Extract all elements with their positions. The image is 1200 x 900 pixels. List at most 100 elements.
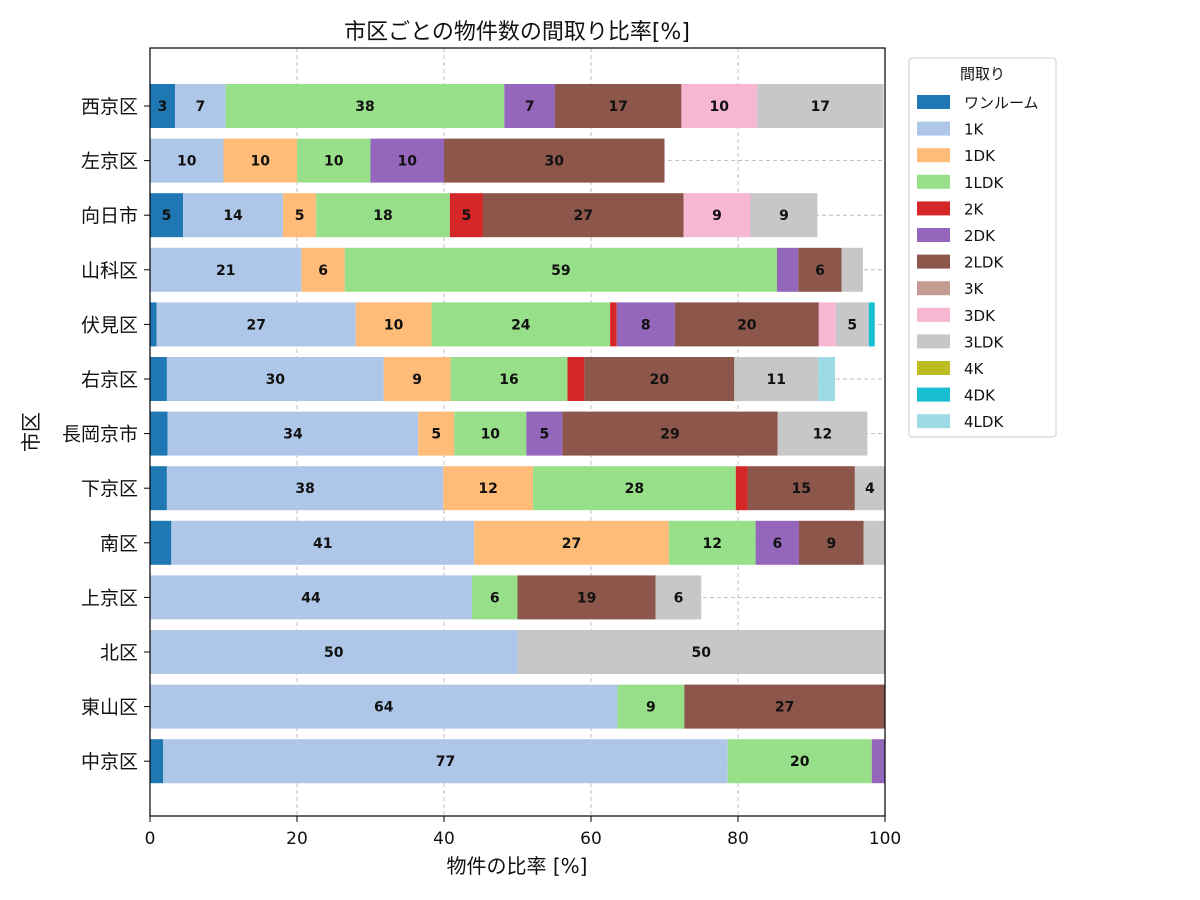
- bar-value-label: 50: [324, 645, 344, 661]
- bar-value-label: 10: [710, 99, 730, 115]
- bar-segment: [150, 630, 518, 674]
- legend-swatch: [917, 387, 950, 402]
- legend-swatch: [917, 361, 950, 375]
- bar-segment: [444, 138, 665, 183]
- bar-value-label: 38: [295, 481, 314, 497]
- legend-label: 1LDK: [964, 174, 1004, 192]
- legend-label: ワンルーム: [964, 94, 1039, 112]
- legend-swatch: [917, 281, 950, 296]
- x-tick-label: 80: [727, 829, 749, 849]
- bar-segment: [183, 193, 284, 238]
- category-label: 向日市: [81, 205, 138, 227]
- bar-value-label: 10: [324, 154, 344, 170]
- x-tick-label: 0: [145, 829, 156, 849]
- legend-swatch: [917, 201, 950, 216]
- bar-value-label: 21: [216, 263, 235, 279]
- bar-value-label: 12: [478, 481, 497, 497]
- bar-segment: [668, 520, 756, 565]
- bar-segment: [344, 247, 777, 292]
- category-label: 左京区: [81, 151, 138, 173]
- bar-segment: [150, 411, 168, 456]
- legend-swatch: [917, 228, 950, 242]
- bar-segment: [617, 684, 685, 729]
- category-label: 伏見区: [81, 314, 138, 336]
- x-axis: 0 20 40 60 80 100: [145, 816, 901, 849]
- bar-value-label: 27: [562, 536, 581, 552]
- category-label: 上京区: [81, 587, 138, 609]
- bar-segment: [150, 138, 224, 183]
- bar-segment: [454, 411, 527, 456]
- bar-segment: [735, 466, 748, 511]
- bar-value-label: 11: [766, 372, 785, 388]
- bar-value-label: 7: [525, 99, 535, 115]
- legend-label: 1DK: [964, 147, 996, 165]
- bar-value-label: 12: [813, 427, 832, 443]
- bar-segment: [835, 302, 869, 347]
- bar-segment: [355, 302, 432, 347]
- bar-segment: [799, 520, 864, 565]
- bar-value-label: 17: [608, 99, 627, 115]
- bar-value-label: 3: [158, 99, 168, 115]
- bar-value-label: 28: [625, 481, 644, 497]
- legend-label: 3LDK: [964, 333, 1004, 351]
- bar-segment: [562, 411, 778, 456]
- bar-value-label: 17: [811, 99, 830, 115]
- bar-segment: [150, 575, 472, 620]
- bar-value-label: 27: [246, 317, 265, 333]
- bar-segment: [150, 84, 175, 128]
- bar-segment: [818, 302, 836, 347]
- bar-value-label: 5: [431, 427, 441, 443]
- legend-swatch: [917, 307, 950, 322]
- x-tick-label: 20: [286, 829, 308, 849]
- bar-segment: [567, 357, 585, 401]
- legend-box: [908, 57, 1057, 438]
- category-label: 山科区: [81, 260, 138, 282]
- bar-segment: [532, 466, 736, 511]
- category-label: 北区: [100, 642, 138, 664]
- bar-segment: [370, 138, 444, 183]
- bar-value-label: 9: [712, 208, 722, 224]
- bar-segment: [163, 739, 728, 784]
- legend-swatch: [917, 95, 950, 109]
- bar-value-label: 14: [223, 208, 243, 224]
- legend-swatch: [917, 148, 950, 163]
- bar-segment: [225, 84, 505, 128]
- bar-value-label: 59: [551, 263, 570, 279]
- bar-value-label: 10: [398, 154, 418, 170]
- bar-value-label: 10: [384, 317, 404, 333]
- legend-label: 2LDK: [964, 254, 1004, 272]
- chart-title: 市区ごとの物件数の間取り比率[%]: [344, 20, 690, 45]
- bar-value-label: 38: [355, 99, 374, 115]
- bar-value-label: 9: [779, 208, 789, 224]
- legend-title: 間取り: [960, 65, 1005, 83]
- bar-segment: [166, 357, 384, 401]
- bar-segment: [841, 247, 863, 292]
- bar-value-label: 5: [539, 427, 549, 443]
- bar-value-label: 16: [499, 372, 518, 388]
- bar-value-label: 9: [826, 536, 836, 552]
- legend-label: 4DK: [964, 387, 996, 405]
- category-label: 東山区: [81, 697, 138, 719]
- bar-value-label: 77: [436, 754, 455, 770]
- plot-frame: [149, 47, 886, 817]
- bar-value-label: 20: [737, 317, 757, 333]
- bar-value-label: 41: [313, 536, 332, 552]
- bar-segment: [166, 466, 444, 511]
- bar-segment: [150, 247, 302, 292]
- bar-value-label: 5: [847, 317, 857, 333]
- bar-value-label: 18: [373, 208, 392, 224]
- legend-swatch: [917, 254, 950, 269]
- bar-segment: [383, 357, 451, 401]
- bar-value-label: 5: [295, 208, 305, 224]
- bar-value-label: 24: [511, 317, 531, 333]
- bar-segment: [655, 575, 702, 620]
- bar-value-label: 50: [692, 645, 712, 661]
- bar-segment: [554, 84, 682, 128]
- bar-segment: [283, 193, 317, 238]
- bar-value-label: 6: [318, 263, 328, 279]
- bar-value-label: 30: [266, 372, 286, 388]
- legend-label: 4LDK: [964, 413, 1004, 431]
